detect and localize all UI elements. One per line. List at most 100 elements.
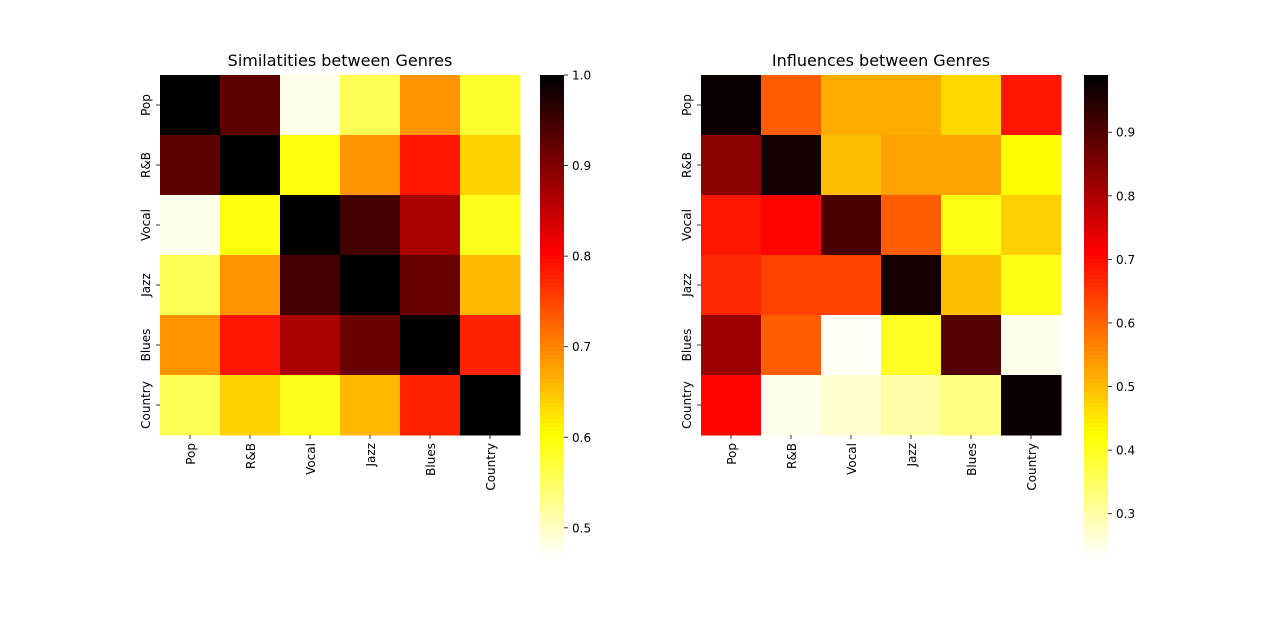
heatmap-cell <box>340 315 401 376</box>
colorbar-segment <box>540 415 564 420</box>
x-tick-label: Blues <box>424 443 438 476</box>
colorbar-segment <box>1084 351 1108 356</box>
colorbar-segment <box>540 507 564 512</box>
colorbar-segment <box>1084 395 1108 400</box>
colorbar-segment <box>1084 391 1108 396</box>
colorbar-segment <box>1084 475 1108 480</box>
colorbar-segment <box>1084 515 1108 520</box>
x-tick-label: R&B <box>785 443 799 469</box>
heatmap-cell <box>941 255 1002 316</box>
colorbar-segment <box>540 383 564 388</box>
colorbar-segment <box>1084 547 1108 552</box>
colorbar-segment <box>1084 479 1108 484</box>
colorbar-segment <box>540 395 564 400</box>
colorbar-segment <box>540 183 564 188</box>
colorbar-segment <box>1084 535 1108 540</box>
heatmap-cell <box>160 75 221 136</box>
colorbar-segment <box>540 471 564 476</box>
colorbar-segment <box>1084 187 1108 192</box>
heatmap-cell <box>1001 315 1062 376</box>
heatmap-cell <box>881 75 942 136</box>
colorbar-segment <box>540 143 564 148</box>
colorbar-segment <box>1084 199 1108 204</box>
heatmap-cell <box>460 315 521 376</box>
colorbar-segment <box>540 87 564 92</box>
y-tick-label: Country <box>680 381 694 429</box>
colorbar-segment <box>1084 467 1108 472</box>
colorbar-segment <box>540 475 564 480</box>
colorbar-tick-label: 0.9 <box>572 159 591 173</box>
colorbar-segment <box>1084 83 1108 88</box>
colorbar-segment <box>540 179 564 184</box>
colorbar-segment <box>540 319 564 324</box>
colorbar-segment <box>1084 99 1108 104</box>
colorbar-segment <box>1084 239 1108 244</box>
colorbar-segment <box>1084 483 1108 488</box>
colorbar-segment <box>540 195 564 200</box>
colorbar-segment <box>540 211 564 216</box>
colorbar-segment <box>540 391 564 396</box>
heatmap-cell <box>941 315 1002 376</box>
colorbar-segment <box>540 467 564 472</box>
colorbar-segment <box>540 351 564 356</box>
colorbar-segment <box>1084 155 1108 160</box>
colorbar-segment <box>540 355 564 360</box>
colorbar-segment <box>540 127 564 132</box>
heatmap-cell <box>821 315 882 376</box>
colorbar-segment <box>540 359 564 364</box>
colorbar-segment <box>1084 119 1108 124</box>
colorbar-segment <box>1084 507 1108 512</box>
colorbar-segment <box>1084 487 1108 492</box>
colorbar-segment <box>1084 375 1108 380</box>
colorbar-segment <box>1084 287 1108 292</box>
heatmap-cell <box>400 315 461 376</box>
colorbar-segment <box>540 331 564 336</box>
colorbar-segment <box>540 191 564 196</box>
colorbar-segment <box>540 311 564 316</box>
colorbar-segment <box>540 547 564 552</box>
y-tick-label: Country <box>139 381 153 429</box>
colorbar-tick-label: 0.7 <box>572 340 591 354</box>
x-tick-label: Jazz <box>364 443 378 468</box>
colorbar-segment <box>1084 399 1108 404</box>
colorbar-segment <box>1084 263 1108 268</box>
colorbar-segment <box>540 103 564 108</box>
colorbar-tick-label: 0.7 <box>1116 253 1135 267</box>
colorbar-segment <box>1084 495 1108 500</box>
colorbar-segment <box>540 199 564 204</box>
heatmap-cell <box>160 195 221 256</box>
colorbar-segment <box>1084 183 1108 188</box>
colorbar-segment <box>540 551 564 556</box>
colorbar-segment <box>540 375 564 380</box>
colorbar-segment <box>1084 339 1108 344</box>
colorbar-segment <box>1084 499 1108 504</box>
colorbar-segment <box>540 135 564 140</box>
colorbar-segment <box>1084 131 1108 136</box>
colorbar-segment <box>1084 107 1108 112</box>
heatmap-cell <box>400 135 461 196</box>
colorbar-segment <box>1084 407 1108 412</box>
influence-heatmap-panel: Influences between Genres Pop R&B Vocal Jazz… <box>680 51 1135 556</box>
y-tick-label: Blues <box>680 329 694 362</box>
colorbar-segment <box>1084 111 1108 116</box>
colorbar-segment <box>1084 403 1108 408</box>
colorbar-segment <box>540 407 564 412</box>
colorbar-segment <box>540 171 564 176</box>
colorbar-segment <box>540 363 564 368</box>
colorbar-segment <box>540 487 564 492</box>
colorbar-segment <box>540 539 564 544</box>
colorbar-segment <box>540 279 564 284</box>
colorbar-segment <box>1084 435 1108 440</box>
heatmap-cell <box>1001 255 1062 316</box>
y-tick-label: R&B <box>139 152 153 178</box>
colorbar-segment <box>1084 519 1108 524</box>
heatmap-cell <box>881 195 942 256</box>
colorbar-segment <box>1084 415 1108 420</box>
colorbar-segment <box>1084 251 1108 256</box>
colorbar-segment <box>1084 91 1108 96</box>
colorbar-segment <box>1084 491 1108 496</box>
heatmap-cell <box>941 135 1002 196</box>
heatmap-cell <box>460 135 521 196</box>
heatmap-cell <box>280 375 341 436</box>
